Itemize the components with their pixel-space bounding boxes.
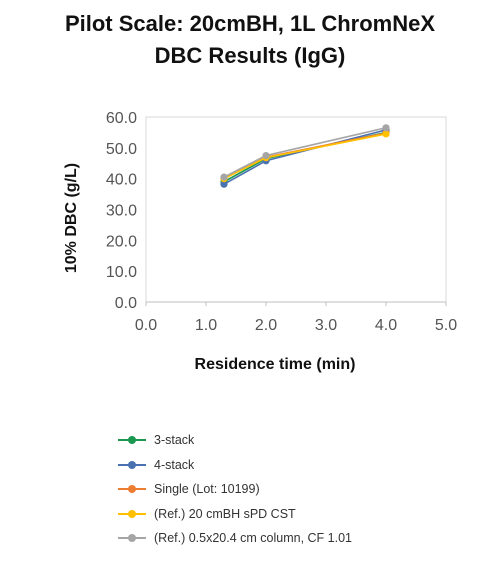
legend-swatch-marker <box>128 534 136 543</box>
y-tick-labels: 0.0 10.0 20.0 30.0 40.0 50.0 60.0 <box>106 110 137 312</box>
chart-title-line-2: DBC Results (IgG) <box>154 43 346 68</box>
y-axis-title: 10% DBC (g/L) <box>63 163 80 273</box>
x-tick-label: 0.0 <box>135 317 157 334</box>
legend-swatch <box>118 508 146 520</box>
legend-item: Single (Lot: 10199) <box>118 477 352 502</box>
x-tick-label: 1.0 <box>195 317 217 334</box>
legend-item: (Ref.) 0.5x20.4 cm column, CF 1.01 <box>118 526 352 551</box>
data-point <box>382 130 390 138</box>
y-tick-label: 30.0 <box>106 203 137 220</box>
series-group <box>220 124 390 188</box>
legend: 3-stack 4-stack Single (Lot: 10199) (Ref.) … <box>118 428 352 551</box>
legend-item: 3-stack <box>118 428 352 453</box>
series-5 <box>220 124 390 181</box>
data-point <box>382 124 390 132</box>
legend-swatch-marker <box>128 509 136 518</box>
data-point <box>220 180 228 188</box>
legend-swatch-marker <box>128 436 136 445</box>
legend-item: (Ref.) 20 cmBH sPD CST <box>118 502 352 527</box>
legend-item: 4-stack <box>118 453 352 478</box>
x-tick-label: 5.0 <box>435 317 457 334</box>
legend-label: 3-stack <box>154 433 195 448</box>
x-tick-label: 2.0 <box>255 317 277 334</box>
x-tick-labels: 0.0 1.0 2.0 3.0 4.0 5.0 <box>135 302 457 334</box>
y-tick-label: 50.0 <box>106 141 137 158</box>
legend-swatch <box>118 532 146 544</box>
y-tick-label: 0.0 <box>115 295 137 312</box>
legend-swatch <box>118 459 146 471</box>
legend-label: (Ref.) 0.5x20.4 cm column, CF 1.01 <box>154 531 352 546</box>
data-point <box>262 151 270 160</box>
legend-swatch <box>118 434 146 446</box>
legend-label: 4-stack <box>154 457 195 472</box>
plot-area <box>145 116 447 303</box>
chart-title-line-1: Pilot Scale: 20cmBH, 1L ChromNeX <box>64 11 436 36</box>
y-tick-label: 10.0 <box>106 264 137 281</box>
y-tick-label: 20.0 <box>106 233 137 250</box>
x-tick-label: 4.0 <box>375 317 397 334</box>
x-tick-label: 3.0 <box>315 317 337 334</box>
legend-label: (Ref.) 20 cmBH sPD CST <box>154 506 296 521</box>
legend-swatch-marker <box>128 485 136 494</box>
data-point <box>220 173 228 181</box>
legend-swatch <box>118 483 146 495</box>
y-tick-label: 40.0 <box>106 172 137 189</box>
y-tick-label: 60.0 <box>106 110 137 127</box>
x-axis-title: Residence time (min) <box>195 356 356 373</box>
legend-swatch-marker <box>128 460 136 469</box>
axes <box>145 116 447 303</box>
legend-label: Single (Lot: 10199) <box>154 482 260 497</box>
